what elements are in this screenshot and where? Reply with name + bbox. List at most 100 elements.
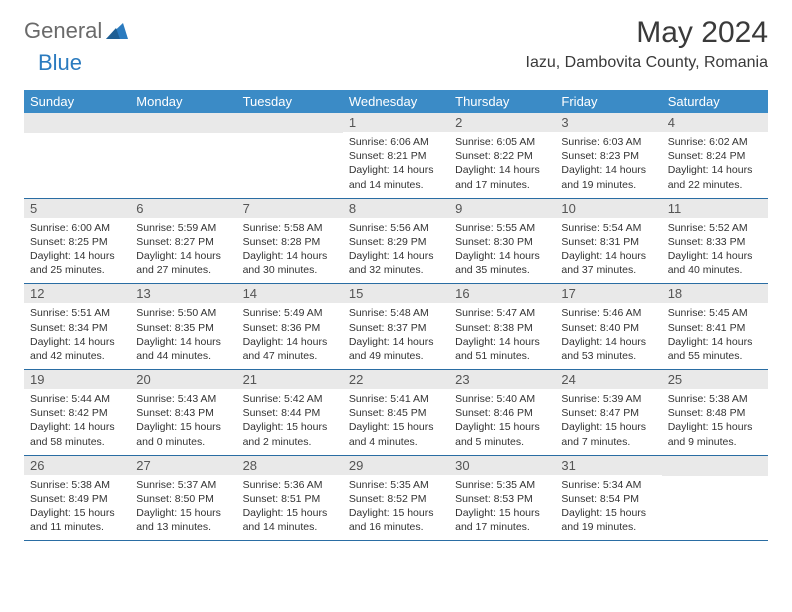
weekday-header: Thursday	[449, 90, 555, 113]
day-body: Sunrise: 5:55 AMSunset: 8:30 PMDaylight:…	[449, 218, 555, 284]
calendar-head: SundayMondayTuesdayWednesdayThursdayFrid…	[24, 90, 768, 113]
logo-triangle-icon	[106, 23, 128, 39]
day-number: 24	[555, 370, 661, 389]
logo-word2: Blue	[38, 50, 82, 75]
day-body: Sunrise: 5:54 AMSunset: 8:31 PMDaylight:…	[555, 218, 661, 284]
calendar-day-cell: 16Sunrise: 5:47 AMSunset: 8:38 PMDayligh…	[449, 284, 555, 370]
sunset-text: Sunset: 8:21 PM	[349, 149, 443, 163]
sunrise-text: Sunrise: 5:36 AM	[243, 478, 337, 492]
day-body: Sunrise: 5:45 AMSunset: 8:41 PMDaylight:…	[662, 303, 768, 369]
day-number: 5	[24, 199, 130, 218]
calendar-day-cell: 28Sunrise: 5:36 AMSunset: 8:51 PMDayligh…	[237, 455, 343, 541]
calendar-week-row: 5Sunrise: 6:00 AMSunset: 8:25 PMDaylight…	[24, 198, 768, 284]
sunrise-text: Sunrise: 5:45 AM	[668, 306, 762, 320]
sunset-text: Sunset: 8:38 PM	[455, 321, 549, 335]
sunset-text: Sunset: 8:52 PM	[349, 492, 443, 506]
sunset-text: Sunset: 8:22 PM	[455, 149, 549, 163]
daylight-text: Daylight: 14 hours and 42 minutes.	[30, 335, 124, 363]
day-body: Sunrise: 5:41 AMSunset: 8:45 PMDaylight:…	[343, 389, 449, 455]
daylight-text: Daylight: 15 hours and 11 minutes.	[30, 506, 124, 534]
sunset-text: Sunset: 8:46 PM	[455, 406, 549, 420]
day-body: Sunrise: 5:52 AMSunset: 8:33 PMDaylight:…	[662, 218, 768, 284]
daylight-text: Daylight: 15 hours and 0 minutes.	[136, 420, 230, 448]
calendar-day-cell: 29 Sunrise: 5:35 AMSunset: 8:52 PMDayligh…	[343, 455, 449, 541]
sunrise-text: Sunrise: 5:44 AM	[30, 392, 124, 406]
day-number: 1	[343, 113, 449, 132]
sunset-text: Sunset: 8:28 PM	[243, 235, 337, 249]
calendar-week-row: 26Sunrise: 5:38 AMSunset: 8:49 PMDayligh…	[24, 455, 768, 541]
daylight-text: Daylight: 15 hours and 14 minutes.	[243, 506, 337, 534]
sunrise-text: Sunrise: 5:51 AM	[30, 306, 124, 320]
sunset-text: Sunset: 8:34 PM	[30, 321, 124, 335]
weekday-header: Wednesday	[343, 90, 449, 113]
daylight-text: Daylight: 15 hours and 7 minutes.	[561, 420, 655, 448]
sunset-text: Sunset: 8:53 PM	[455, 492, 549, 506]
sunset-text: Sunset: 8:42 PM	[30, 406, 124, 420]
calendar-day-cell: 13Sunrise: 5:50 AMSunset: 8:35 PMDayligh…	[130, 284, 236, 370]
weekday-row: SundayMondayTuesdayWednesdayThursdayFrid…	[24, 90, 768, 113]
calendar-day-cell: 7Sunrise: 5:58 AMSunset: 8:28 PMDaylight…	[237, 198, 343, 284]
day-number: 19	[24, 370, 130, 389]
title-block: May 2024 Iazu, Dambovita County, Romania	[526, 18, 768, 72]
sunrise-text: Sunrise: 5:46 AM	[561, 306, 655, 320]
daylight-text: Daylight: 15 hours and 16 minutes.	[349, 506, 443, 534]
day-number: 20	[130, 370, 236, 389]
calendar-day-cell: 12Sunrise: 5:51 AMSunset: 8:34 PMDayligh…	[24, 284, 130, 370]
day-number: 29	[343, 456, 449, 475]
sunset-text: Sunset: 8:35 PM	[136, 321, 230, 335]
day-body: Sunrise: 5:59 AMSunset: 8:27 PMDaylight:…	[130, 218, 236, 284]
sunset-text: Sunset: 8:49 PM	[30, 492, 124, 506]
sunrise-text: Sunrise: 5:35 AM	[349, 478, 443, 492]
calendar-day-cell: 11Sunrise: 5:52 AMSunset: 8:33 PMDayligh…	[662, 198, 768, 284]
day-body	[662, 476, 768, 534]
daylight-text: Daylight: 14 hours and 14 minutes.	[349, 163, 443, 191]
calendar-day-cell: 21Sunrise: 5:42 AMSunset: 8:44 PMDayligh…	[237, 370, 343, 456]
sunrise-text: Sunrise: 5:41 AM	[349, 392, 443, 406]
daylight-text: Daylight: 15 hours and 5 minutes.	[455, 420, 549, 448]
calendar-day-cell: 14Sunrise: 5:49 AMSunset: 8:36 PMDayligh…	[237, 284, 343, 370]
sunrise-text: Sunrise: 5:50 AM	[136, 306, 230, 320]
day-body: Sunrise: 5:42 AMSunset: 8:44 PMDaylight:…	[237, 389, 343, 455]
day-body: Sunrise: 5:50 AMSunset: 8:35 PMDaylight:…	[130, 303, 236, 369]
page: General May 2024 Iazu, Dambovita County,…	[0, 0, 792, 559]
day-number: 16	[449, 284, 555, 303]
month-title: May 2024	[526, 18, 768, 48]
logo: General	[24, 18, 130, 44]
day-body: Sunrise: 5:49 AMSunset: 8:36 PMDaylight:…	[237, 303, 343, 369]
daylight-text: Daylight: 14 hours and 22 minutes.	[668, 163, 762, 191]
sunrise-text: Sunrise: 6:06 AM	[349, 135, 443, 149]
sunset-text: Sunset: 8:37 PM	[349, 321, 443, 335]
calendar-day-cell	[662, 455, 768, 541]
calendar-day-cell: 18Sunrise: 5:45 AMSunset: 8:41 PMDayligh…	[662, 284, 768, 370]
daylight-text: Daylight: 15 hours and 17 minutes.	[455, 506, 549, 534]
day-number: 27	[130, 456, 236, 475]
day-body: Sunrise: 5:38 AMSunset: 8:48 PMDaylight:…	[662, 389, 768, 455]
sunset-text: Sunset: 8:24 PM	[668, 149, 762, 163]
calendar-day-cell: 17Sunrise: 5:46 AMSunset: 8:40 PMDayligh…	[555, 284, 661, 370]
sunrise-text: Sunrise: 6:00 AM	[30, 221, 124, 235]
day-body: Sunrise: 5:48 AMSunset: 8:37 PMDaylight:…	[343, 303, 449, 369]
sunset-text: Sunset: 8:47 PM	[561, 406, 655, 420]
daylight-text: Daylight: 15 hours and 9 minutes.	[668, 420, 762, 448]
daylight-text: Daylight: 14 hours and 30 minutes.	[243, 249, 337, 277]
calendar-week-row: 12Sunrise: 5:51 AMSunset: 8:34 PMDayligh…	[24, 284, 768, 370]
sunset-text: Sunset: 8:33 PM	[668, 235, 762, 249]
sunrise-text: Sunrise: 5:42 AM	[243, 392, 337, 406]
sunrise-text: Sunrise: 5:37 AM	[136, 478, 230, 492]
daylight-text: Daylight: 14 hours and 47 minutes.	[243, 335, 337, 363]
calendar-day-cell: 5Sunrise: 6:00 AMSunset: 8:25 PMDaylight…	[24, 198, 130, 284]
sunset-text: Sunset: 8:54 PM	[561, 492, 655, 506]
day-body	[237, 133, 343, 191]
sunrise-text: Sunrise: 5:47 AM	[455, 306, 549, 320]
calendar-day-cell: 26Sunrise: 5:38 AMSunset: 8:49 PMDayligh…	[24, 455, 130, 541]
day-number: 10	[555, 199, 661, 218]
sunset-text: Sunset: 8:23 PM	[561, 149, 655, 163]
daylight-text: Daylight: 14 hours and 40 minutes.	[668, 249, 762, 277]
day-number: 18	[662, 284, 768, 303]
day-number: 23	[449, 370, 555, 389]
daylight-text: Daylight: 14 hours and 55 minutes.	[668, 335, 762, 363]
sunrise-text: Sunrise: 5:58 AM	[243, 221, 337, 235]
sunset-text: Sunset: 8:48 PM	[668, 406, 762, 420]
sunrise-text: Sunrise: 5:59 AM	[136, 221, 230, 235]
day-number: 2	[449, 113, 555, 132]
